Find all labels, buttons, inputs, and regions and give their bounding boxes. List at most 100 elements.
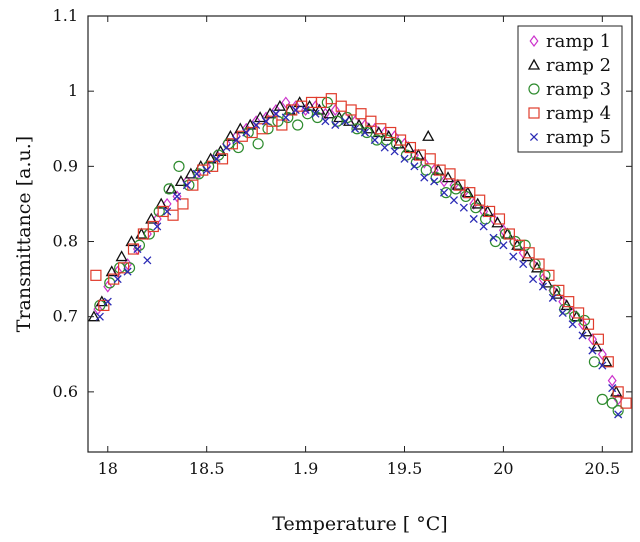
data-point (587, 333, 597, 346)
legend-label: ramp 3 (546, 79, 611, 100)
data-point (614, 410, 623, 419)
data-point (212, 154, 221, 163)
x-tick-label: 18.5 (189, 459, 225, 478)
y-tick-label: 1 (68, 81, 78, 100)
data-point (143, 256, 152, 265)
x-axis-label: Temperature [ °C] (272, 513, 447, 535)
data-point (430, 177, 439, 186)
data-point (523, 247, 535, 259)
data-point (440, 187, 452, 199)
data-point (192, 169, 201, 178)
data-point (177, 198, 189, 210)
data-point (352, 118, 366, 130)
data-point (123, 267, 132, 276)
y-tick-label: 0.9 (53, 156, 78, 175)
data-point (155, 197, 168, 209)
data-point (612, 405, 624, 417)
data-point (252, 138, 264, 150)
data-point (162, 197, 172, 210)
data-point (292, 119, 304, 131)
data-point (244, 118, 257, 130)
data-point (172, 192, 182, 201)
data-point (439, 175, 449, 188)
data-point (543, 269, 555, 281)
data-point (362, 122, 376, 134)
data-point (325, 93, 337, 105)
data-point (400, 154, 409, 163)
data-point (202, 166, 211, 175)
data-point (115, 250, 128, 262)
legend-label: ramp 2 (546, 55, 611, 76)
data-point (592, 333, 604, 345)
data-point (588, 346, 597, 355)
data-point (361, 126, 373, 139)
data-point (513, 239, 525, 251)
data-point (118, 262, 130, 274)
data-point (563, 296, 575, 308)
data-point (90, 269, 102, 281)
data-point (370, 135, 379, 145)
data-point (152, 212, 162, 225)
data-point (553, 284, 565, 296)
data-point (607, 374, 617, 387)
data-point (394, 134, 407, 146)
data-point (548, 293, 557, 302)
data-point (232, 135, 241, 145)
y-tick-label: 0.8 (53, 232, 78, 251)
data-point (558, 308, 567, 317)
data-point (281, 96, 291, 109)
data-point (470, 202, 482, 214)
data-point (147, 220, 159, 233)
data-point (271, 103, 281, 116)
series-ramp-5 (95, 105, 623, 419)
legend-label: ramp 5 (546, 127, 611, 148)
data-point (596, 393, 608, 405)
data-point (251, 115, 261, 128)
x-tick-label: 20.5 (585, 459, 621, 478)
legend-marker (527, 58, 541, 70)
data-point (224, 129, 237, 141)
data-point (98, 299, 110, 312)
data-point (469, 214, 478, 224)
data-point (509, 252, 518, 261)
data-point (242, 128, 251, 137)
data-point (572, 307, 585, 319)
data-point (313, 103, 326, 115)
data-point (301, 105, 310, 115)
data-point (390, 147, 399, 156)
data-point (113, 275, 122, 284)
data-point (234, 122, 247, 134)
legend-label: ramp 1 (546, 31, 611, 52)
data-point (380, 143, 389, 152)
data-point (271, 109, 280, 118)
data-point (360, 128, 370, 137)
data-point (125, 235, 138, 247)
data-point (187, 179, 199, 191)
data-point (606, 397, 618, 409)
data-point (350, 124, 360, 133)
data-point (216, 153, 229, 165)
data-point (330, 103, 340, 116)
data-point (222, 143, 231, 152)
data-point (489, 233, 498, 242)
data-point (253, 111, 267, 123)
data-points (87, 93, 632, 419)
data-point (133, 244, 142, 254)
data-point (282, 111, 294, 124)
data-point (163, 183, 175, 195)
legend-label: ramp 4 (546, 103, 611, 124)
data-point (143, 228, 155, 240)
data-point (95, 312, 104, 321)
data-point (598, 361, 607, 370)
data-point (256, 123, 268, 135)
data-point (273, 99, 286, 111)
data-point (533, 258, 545, 270)
data-point (519, 260, 528, 269)
data-point (620, 397, 632, 409)
data-point (440, 188, 449, 197)
data-point (163, 207, 172, 216)
y-axis-label: Transmittance [a.u.] (13, 136, 35, 332)
x-tick-label: 18 (98, 459, 118, 478)
axis-ticks: 18 18.5 1.9 19.5 20 20.5 0.6 0.7 0.8 0.9 1 1.1 (53, 6, 632, 478)
